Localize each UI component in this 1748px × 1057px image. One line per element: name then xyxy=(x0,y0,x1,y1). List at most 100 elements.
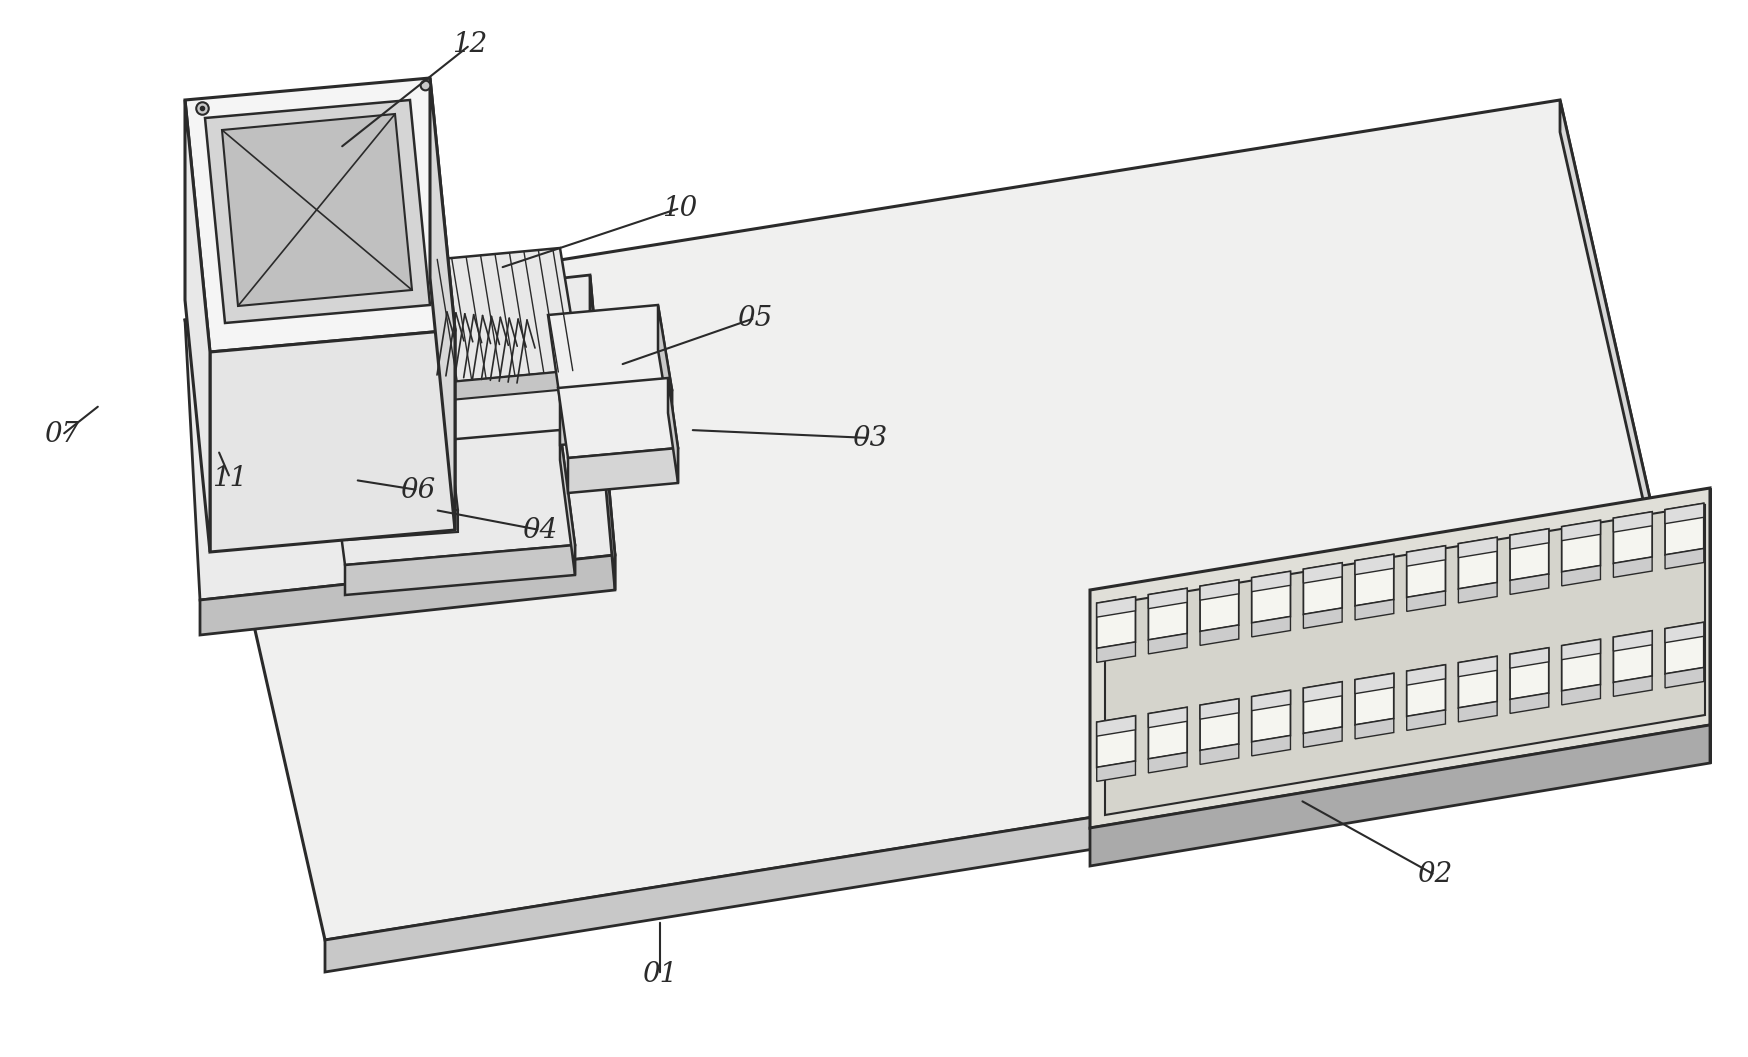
Polygon shape xyxy=(1407,710,1446,730)
Polygon shape xyxy=(1355,554,1393,575)
Polygon shape xyxy=(668,378,678,483)
Polygon shape xyxy=(1304,682,1342,734)
Polygon shape xyxy=(559,430,575,575)
Polygon shape xyxy=(1561,520,1601,572)
Polygon shape xyxy=(1510,574,1549,594)
Polygon shape xyxy=(1252,690,1290,710)
Polygon shape xyxy=(1096,761,1136,781)
Polygon shape xyxy=(1510,648,1549,668)
Polygon shape xyxy=(1091,488,1710,828)
Polygon shape xyxy=(1666,503,1704,555)
Polygon shape xyxy=(1201,580,1239,631)
Polygon shape xyxy=(1559,100,1701,752)
Polygon shape xyxy=(549,305,671,400)
Polygon shape xyxy=(657,305,671,435)
Text: 05: 05 xyxy=(738,304,773,332)
Text: 01: 01 xyxy=(642,962,678,988)
Polygon shape xyxy=(1148,633,1187,654)
Polygon shape xyxy=(1096,716,1136,767)
Polygon shape xyxy=(1666,503,1704,523)
Polygon shape xyxy=(1252,736,1290,756)
Polygon shape xyxy=(1148,589,1187,639)
Polygon shape xyxy=(1201,699,1239,750)
Polygon shape xyxy=(1201,699,1239,719)
Polygon shape xyxy=(1252,571,1290,592)
Polygon shape xyxy=(1510,528,1549,580)
Text: 07: 07 xyxy=(44,422,80,448)
Polygon shape xyxy=(1510,528,1549,550)
Polygon shape xyxy=(1458,656,1496,708)
Polygon shape xyxy=(341,442,458,518)
Polygon shape xyxy=(591,275,615,590)
Text: 03: 03 xyxy=(853,425,888,451)
Polygon shape xyxy=(1407,545,1446,567)
Polygon shape xyxy=(185,78,454,352)
Polygon shape xyxy=(1407,665,1446,717)
Text: 02: 02 xyxy=(1418,861,1453,889)
Polygon shape xyxy=(1407,665,1446,685)
Polygon shape xyxy=(1096,597,1136,617)
Polygon shape xyxy=(1304,608,1342,629)
Polygon shape xyxy=(1458,537,1496,589)
Polygon shape xyxy=(1105,505,1704,815)
Polygon shape xyxy=(185,275,615,600)
Polygon shape xyxy=(1666,549,1704,569)
Text: 11: 11 xyxy=(212,464,248,492)
Polygon shape xyxy=(344,545,575,595)
Polygon shape xyxy=(325,423,332,520)
Polygon shape xyxy=(1666,623,1704,674)
Polygon shape xyxy=(1510,693,1549,713)
Polygon shape xyxy=(1252,616,1290,637)
Polygon shape xyxy=(1458,537,1496,558)
Polygon shape xyxy=(222,114,413,305)
Polygon shape xyxy=(1304,562,1342,583)
Polygon shape xyxy=(199,555,615,635)
Polygon shape xyxy=(1407,545,1446,597)
Polygon shape xyxy=(558,378,678,458)
Polygon shape xyxy=(1148,707,1187,759)
Polygon shape xyxy=(449,370,580,400)
Polygon shape xyxy=(1355,719,1393,739)
Polygon shape xyxy=(325,720,1701,972)
Polygon shape xyxy=(559,390,671,445)
Polygon shape xyxy=(1666,623,1704,643)
Polygon shape xyxy=(1355,673,1393,725)
Text: 10: 10 xyxy=(662,194,697,222)
Polygon shape xyxy=(1561,565,1601,586)
Polygon shape xyxy=(210,330,454,552)
Polygon shape xyxy=(1613,676,1652,697)
Polygon shape xyxy=(1613,631,1652,651)
Polygon shape xyxy=(430,78,454,530)
Polygon shape xyxy=(1561,685,1601,705)
Polygon shape xyxy=(1458,656,1496,676)
Polygon shape xyxy=(1355,554,1393,606)
Polygon shape xyxy=(1091,725,1710,866)
Polygon shape xyxy=(1561,639,1601,660)
Polygon shape xyxy=(1148,753,1187,773)
Polygon shape xyxy=(205,100,430,323)
Polygon shape xyxy=(185,100,1701,940)
Polygon shape xyxy=(1407,591,1446,611)
Polygon shape xyxy=(330,430,575,565)
Polygon shape xyxy=(1355,599,1393,619)
Polygon shape xyxy=(1201,744,1239,764)
Polygon shape xyxy=(348,509,458,540)
Polygon shape xyxy=(1096,597,1136,648)
Polygon shape xyxy=(1252,690,1290,742)
Polygon shape xyxy=(1201,580,1239,600)
Polygon shape xyxy=(1613,512,1652,563)
Polygon shape xyxy=(1201,625,1239,646)
Polygon shape xyxy=(1561,639,1601,691)
Polygon shape xyxy=(1096,642,1136,663)
Polygon shape xyxy=(1613,557,1652,577)
Polygon shape xyxy=(185,100,210,552)
Polygon shape xyxy=(1096,716,1136,736)
Polygon shape xyxy=(217,498,332,528)
Polygon shape xyxy=(1148,589,1187,609)
Polygon shape xyxy=(1458,582,1496,602)
Text: 12: 12 xyxy=(453,32,488,58)
Polygon shape xyxy=(1304,562,1342,614)
Polygon shape xyxy=(1304,682,1342,702)
Polygon shape xyxy=(1252,571,1290,623)
Polygon shape xyxy=(1666,668,1704,688)
